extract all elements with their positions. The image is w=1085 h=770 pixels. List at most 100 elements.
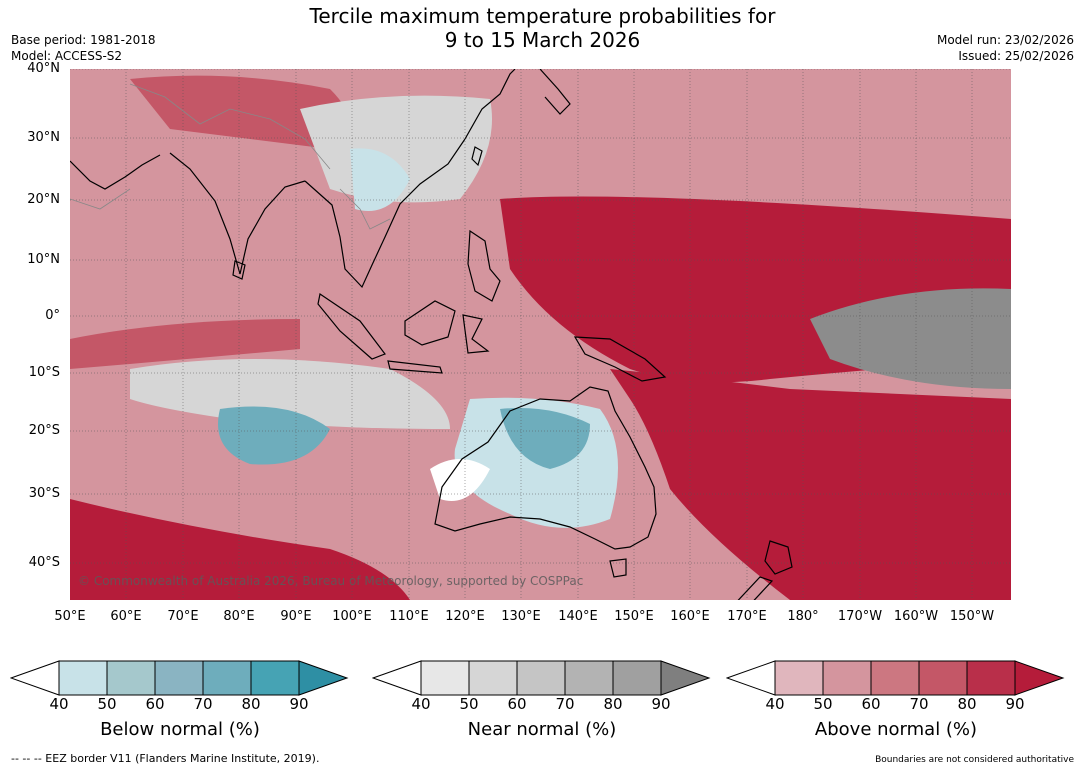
colorbar-tick: 70 xyxy=(193,695,213,713)
sumatra-coast xyxy=(317,292,386,360)
colorbar-segment xyxy=(918,660,968,696)
lon-label: 100°E xyxy=(332,609,372,624)
boundaries-disclaimer: Boundaries are not considered authoritat… xyxy=(875,755,1074,765)
colorbar-tick: 90 xyxy=(651,695,671,713)
below-normal-indochina xyxy=(350,148,410,211)
meta-left: Base period: 1981-2018 Model: ACCESS-S2 xyxy=(11,32,156,64)
lon-label: 170°W xyxy=(837,609,883,624)
colorbar-upper-arrow xyxy=(660,660,711,696)
above-normal-colorbar xyxy=(726,660,1065,696)
lat-label: 30°N xyxy=(27,130,60,145)
colorbar-segment xyxy=(612,660,662,696)
philippines-coast xyxy=(467,229,501,302)
lon-label: 70°E xyxy=(167,609,199,624)
lon-label: 90°E xyxy=(280,609,312,624)
title-line-1: Tercile maximum temperature probabilitie… xyxy=(309,4,776,28)
colorbar-tick: 60 xyxy=(145,695,165,713)
above-normal-title: Above normal (%) xyxy=(814,719,978,740)
colorbar-lower-arrow xyxy=(372,660,422,696)
india-coast xyxy=(169,152,306,275)
colorbar-tick: 60 xyxy=(861,695,881,713)
australia-coast xyxy=(434,386,657,550)
low-probability-area xyxy=(430,459,490,501)
lat-label: 10°N xyxy=(27,252,60,267)
lat-label: 40°S xyxy=(28,555,60,570)
japan-coast xyxy=(539,69,571,115)
colorbar-segment xyxy=(202,660,252,696)
lon-label: 150°W xyxy=(949,609,995,624)
meta-right: Model run: 23/02/2026 Issued: 25/02/2026 xyxy=(937,32,1074,64)
near-normal-indian xyxy=(130,359,450,429)
border-line xyxy=(70,188,131,210)
near-normal-asia xyxy=(300,95,492,203)
lon-label: 170°E xyxy=(727,609,767,624)
lon-label: 50°E xyxy=(54,609,86,624)
eez-border-note: -- -- -- EEZ border V11 (Flanders Marine… xyxy=(11,752,320,765)
tasmania-coast xyxy=(609,558,627,578)
colorbar-upper-arrow xyxy=(298,660,349,696)
china-coast xyxy=(464,69,516,140)
lon-label: 130°E xyxy=(501,609,541,624)
below-normal-indian xyxy=(218,406,330,465)
colorbar-upper-arrow xyxy=(1014,660,1065,696)
lon-label: 110°E xyxy=(389,609,429,624)
map-blobs xyxy=(70,75,1011,600)
colorbar-tick: 60 xyxy=(507,695,527,713)
lat-label: 20°S xyxy=(28,423,60,438)
new-zealand-south xyxy=(737,576,774,600)
near-normal-colorbar xyxy=(372,660,711,696)
colorbar-lower-arrow xyxy=(10,660,60,696)
colorbar-segment xyxy=(564,660,614,696)
java-coast xyxy=(387,360,443,374)
colorbar-tick: 90 xyxy=(1005,695,1025,713)
colorbar-segment xyxy=(420,660,470,696)
grid-lines xyxy=(70,69,1011,600)
colorbar-segment xyxy=(58,660,108,696)
colorbar-tick: 50 xyxy=(813,695,833,713)
sri-lanka-coast xyxy=(232,260,246,280)
colorbar-tick: 80 xyxy=(603,695,623,713)
map-title: Tercile maximum temperature probabilitie… xyxy=(0,4,1085,52)
colorbar-tick: 40 xyxy=(765,695,785,713)
lat-label: 20°N xyxy=(27,192,60,207)
colorbar-tick: 90 xyxy=(289,695,309,713)
country-borders xyxy=(70,83,391,230)
colorbar-tick: 70 xyxy=(909,695,929,713)
above-normal-north xyxy=(130,75,350,149)
colorbar-tick: 80 xyxy=(957,695,977,713)
above-normal-south-indian xyxy=(70,499,410,600)
colorbar-lower-arrow xyxy=(726,660,776,696)
border-line xyxy=(129,83,331,170)
lat-label: 0° xyxy=(45,308,60,323)
above-normal-equatorial xyxy=(70,319,300,369)
borneo-coast xyxy=(404,300,456,346)
lon-label: 120°E xyxy=(445,609,485,624)
lon-label: 180° xyxy=(787,609,819,624)
model-name: Model: ACCESS-S2 xyxy=(11,49,123,63)
above-normal-south-pacific xyxy=(610,369,1011,600)
base-period: Base period: 1981-2018 xyxy=(11,33,156,47)
colorbar-segment xyxy=(516,660,566,696)
colorbar-tick: 80 xyxy=(241,695,261,713)
colorbar-segment xyxy=(774,660,824,696)
lon-label: 140°E xyxy=(558,609,598,624)
border-line xyxy=(339,188,391,230)
colorbar-tick: 40 xyxy=(411,695,431,713)
copyright-notice: © Commonwealth of Australia 2026, Bureau… xyxy=(78,574,584,588)
below-normal-colorbar xyxy=(10,660,349,696)
lat-label: 30°S xyxy=(28,486,60,501)
coastlines xyxy=(70,69,793,600)
taiwan-coast xyxy=(471,146,483,167)
arabia-coast xyxy=(70,154,161,190)
lat-label: 10°S xyxy=(28,365,60,380)
colorbar-segment xyxy=(106,660,156,696)
lon-label: 80°E xyxy=(223,609,255,624)
below-normal-title: Below normal (%) xyxy=(100,719,260,740)
model-run: Model run: 23/02/2026 xyxy=(936,33,1074,47)
near-normal-title: Near normal (%) xyxy=(467,719,617,740)
title-line-2: 9 to 15 March 2026 xyxy=(444,28,641,52)
colorbar-segment xyxy=(468,660,518,696)
lon-label: 160°E xyxy=(670,609,710,624)
colorbar-tick: 40 xyxy=(49,695,69,713)
indochina-coast xyxy=(304,138,466,289)
